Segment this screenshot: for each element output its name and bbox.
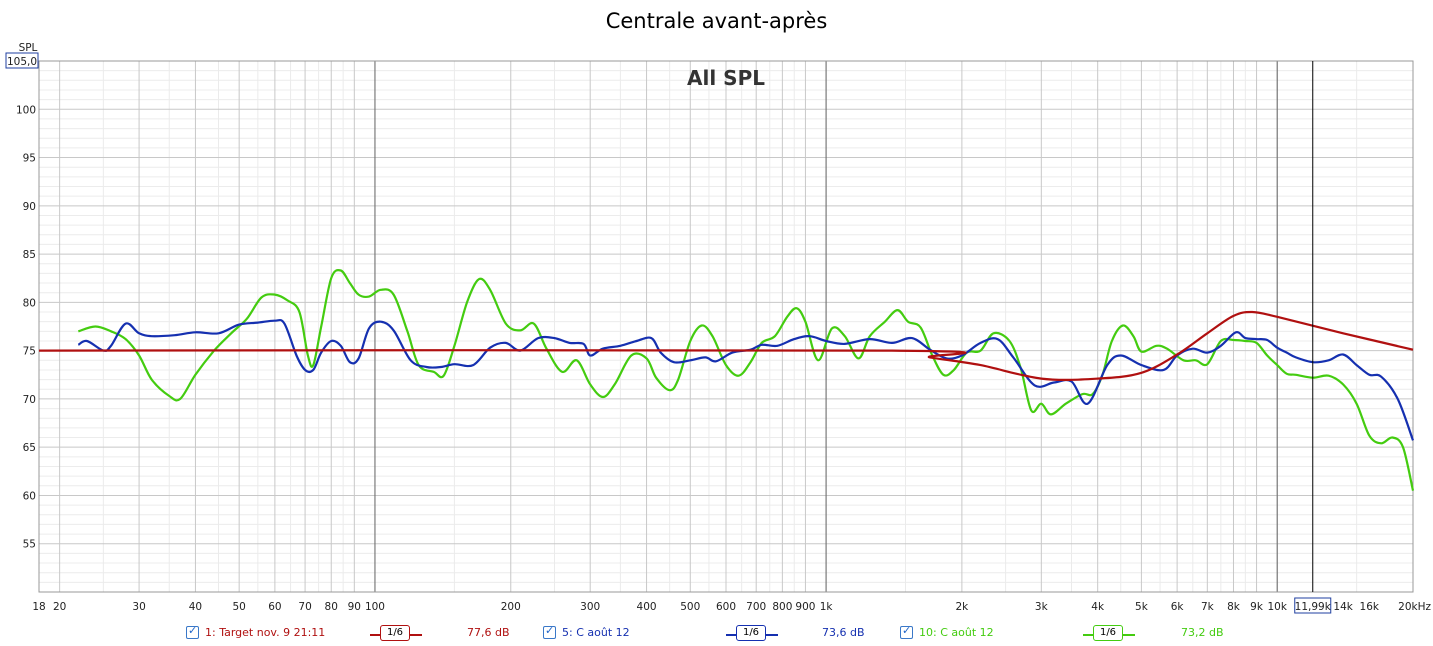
x-tick-label: 700	[746, 601, 766, 613]
x-tick-label: 8k	[1227, 601, 1241, 613]
y-tick-label: 85	[23, 249, 36, 261]
x-tick-label: 2k	[955, 601, 969, 613]
chart-title: Centrale avant-après	[605, 9, 828, 33]
x-tick-label: 100	[365, 601, 385, 613]
series-line-green	[77, 268, 1415, 491]
x-tick-label: 300	[580, 601, 600, 613]
check-icon: ✓	[188, 624, 198, 637]
chart-subtitle: All SPL	[687, 66, 765, 90]
x-tick-label: 90	[348, 601, 361, 613]
x-tick-label: 10k	[1267, 601, 1287, 613]
x-tick-label: 500	[680, 601, 700, 613]
cursor-value-box[interactable]	[1294, 597, 1332, 614]
x-tick-label: 6k	[1171, 601, 1185, 613]
y-axis-label: SPL	[19, 42, 38, 54]
x-tick-label: 600	[716, 601, 736, 613]
cursor-value: 11,99k	[1295, 601, 1332, 613]
series-line-target	[38, 310, 1414, 381]
legend-label-2: 5: C août 12	[562, 626, 630, 639]
x-tick-label: 900	[795, 601, 815, 613]
x-tick-label: 14k	[1333, 601, 1353, 613]
x-tick-label: 7k	[1201, 601, 1215, 613]
x-tick-label: 9k	[1250, 601, 1264, 613]
y-tick-label: 60	[23, 490, 36, 502]
legend-level-3: 73,2 dB	[1181, 626, 1224, 639]
x-tick-label: 800	[772, 601, 792, 613]
legend-label-1: 1: Target nov. 9 21:11	[205, 626, 326, 639]
y-tick-label: 70	[23, 394, 36, 406]
x-tick-label: 30	[132, 601, 145, 613]
x-axis-ticks: 18 20 30 40 50 60 70 80 90 100 200 300 400 500 600 700 8…	[32, 601, 1431, 613]
y-tick-label: 95	[23, 153, 36, 165]
y-tick-label: 100	[16, 104, 36, 116]
legend-level-1: 77,6 dB	[467, 626, 510, 639]
y-tick-label: 55	[23, 539, 36, 551]
legend-label-3: 10: C août 12	[919, 626, 994, 639]
x-tick-label: 50	[232, 601, 245, 613]
smoothing-button-2[interactable]: 1/6	[736, 625, 766, 641]
x-tick-label: 40	[189, 601, 202, 613]
check-icon: ✓	[902, 624, 912, 637]
x-tick-label: 3k	[1035, 601, 1049, 613]
y-tick-label: 80	[23, 297, 36, 309]
x-tick-label: 1k	[820, 601, 834, 613]
x-tick-label: 20kHz	[1398, 601, 1431, 613]
check-icon: ✓	[545, 624, 555, 637]
y-axis-ticks: 55 60 65 70 75 80 85 90 95 100	[16, 104, 36, 550]
series-line-blue	[77, 318, 1415, 441]
y-tick-label: 65	[23, 442, 36, 454]
x-tick-label: 60	[268, 601, 281, 613]
major-grid	[39, 60, 1414, 593]
x-tick-label: 80	[325, 601, 338, 613]
legend-level-2: 73,6 dB	[822, 626, 865, 639]
legend-checkbox-2[interactable]: ✓	[543, 624, 556, 639]
y-tick-label: 75	[23, 346, 36, 358]
x-tick-label: 16k	[1360, 601, 1380, 613]
x-tick-label: 4k	[1091, 601, 1105, 613]
x-tick-label: 5k	[1135, 601, 1149, 613]
smoothing-button-3[interactable]: 1/6	[1093, 625, 1123, 641]
x-tick-label: 400	[637, 601, 657, 613]
x-tick-label: 20	[53, 601, 66, 613]
plot-frame	[38, 60, 1414, 593]
y-max-value: 105,0	[7, 56, 37, 68]
legend-checkbox-1[interactable]: ✓	[186, 624, 199, 639]
series-lines	[38, 268, 1415, 491]
y-tick-label: 90	[23, 201, 36, 213]
legend-checkbox-3[interactable]: ✓	[900, 624, 913, 639]
x-tick-label: 18	[32, 601, 45, 613]
smoothing-button-1[interactable]: 1/6	[380, 625, 410, 641]
y-max-box[interactable]	[5, 52, 39, 69]
x-tick-label: 200	[501, 601, 521, 613]
x-tick-label: 70	[298, 601, 311, 613]
